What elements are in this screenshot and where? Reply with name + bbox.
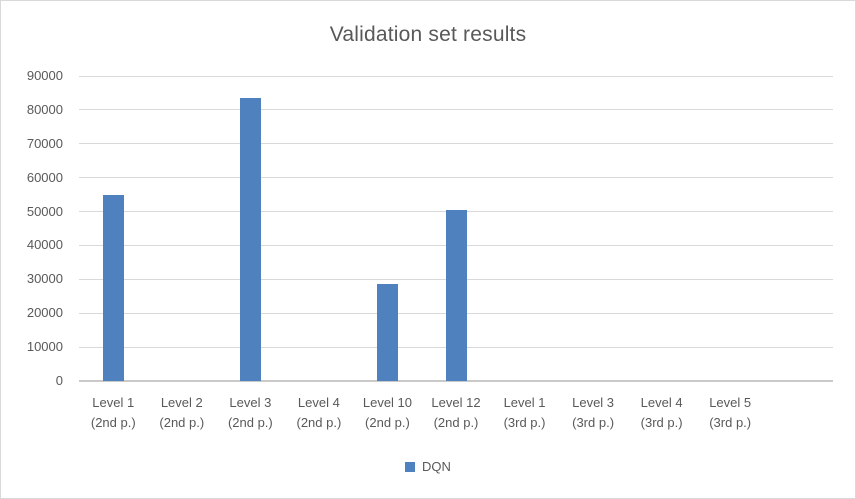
x-label-line: (3rd p.) — [640, 415, 683, 430]
x-label-line: (2nd p.) — [159, 415, 205, 430]
bar-level-12-2nd-p- — [445, 210, 467, 381]
x-label-line: Level 4 — [640, 395, 683, 410]
y-tick-label-0: 0 — [55, 373, 63, 388]
x-label-line: (2nd p.) — [365, 415, 410, 430]
x-label-line: (2nd p.) — [433, 415, 479, 430]
gridline-60000 — [79, 177, 833, 179]
x-label-level-1-3rd-p-: Level 1 (3rd p.) — [490, 393, 559, 433]
bar-level-3-2nd-p- — [239, 98, 261, 381]
x-label-level-10-2nd-p-: Level 10 (2nd p.) — [353, 393, 422, 433]
x-label-line: Level 3 — [229, 395, 272, 410]
bar-level-10-2nd-p- — [376, 284, 398, 381]
x-label-line: Level 4 — [297, 395, 340, 410]
gridline-70000 — [79, 143, 833, 145]
x-label-line: (2nd p.) — [90, 415, 136, 430]
gridline-80000 — [79, 109, 833, 111]
legend: DQN — [1, 459, 855, 474]
x-label-line: (3rd p.) — [503, 415, 546, 430]
x-label-line: (3rd p.) — [709, 415, 752, 430]
x-label-line: Level 3 — [572, 395, 615, 410]
y-tick-label-20000: 20000 — [26, 305, 63, 321]
y-tick-label-30000: 30000 — [26, 271, 63, 287]
x-label-line: Level 12 — [431, 395, 481, 410]
x-label-level-5-3rd-p-: Level 5 (3rd p.) — [696, 393, 765, 433]
x-label-level-4-3rd-p-: Level 4 (3rd p.) — [627, 393, 696, 433]
x-label-level-12-2nd-p-: Level 12 (2nd p.) — [422, 393, 491, 433]
x-label-line: Level 5 — [709, 395, 752, 410]
gridline-90000 — [79, 75, 833, 77]
x-label-line: (2nd p.) — [296, 415, 342, 430]
legend-swatch-icon — [405, 461, 416, 472]
x-label-line: Level 1 — [503, 395, 546, 410]
x-label-line: (2nd p.) — [227, 415, 273, 430]
x-label-line: Level 10 — [362, 395, 413, 410]
x-label-level-4-2nd-p-: Level 4 (2nd p.) — [285, 393, 354, 433]
x-label-level-3-2nd-p-: Level 3 (2nd p.) — [216, 393, 285, 433]
x-label-line: Level 1 — [92, 395, 135, 410]
x-axis-labels: Level 1 (2nd p.) Level 2 (2nd p.) Level 3 (2n… — [79, 393, 833, 439]
y-tick-label-50000: 50000 — [26, 203, 63, 219]
y-tick-label-10000: 10000 — [26, 339, 63, 355]
plot-area: 0 10000 20000 30000 40000 50000 60000 70000 8000… — [27, 68, 833, 388]
x-label-line: Level 2 — [160, 395, 203, 410]
y-tick-label-40000: 40000 — [26, 237, 63, 253]
x-axis-line — [79, 380, 833, 382]
bar-level-1-2nd-p- — [102, 195, 124, 381]
y-tick-label-70000: 70000 — [26, 135, 63, 151]
x-label-level-1-2nd-p-: Level 1 (2nd p.) — [79, 393, 148, 433]
y-tick-label-80000: 80000 — [26, 101, 63, 117]
x-label-line: (3rd p.) — [572, 415, 615, 430]
y-tick-label-60000: 60000 — [26, 169, 63, 185]
y-tick-label-90000: 90000 — [26, 68, 63, 83]
chart-title: Validation set results — [329, 23, 527, 46]
x-label-level-3-3rd-p-: Level 3 (3rd p.) — [559, 393, 628, 433]
x-label-level-2-2nd-p-: Level 2 (2nd p.) — [148, 393, 217, 433]
legend-label: DQN — [422, 459, 451, 474]
